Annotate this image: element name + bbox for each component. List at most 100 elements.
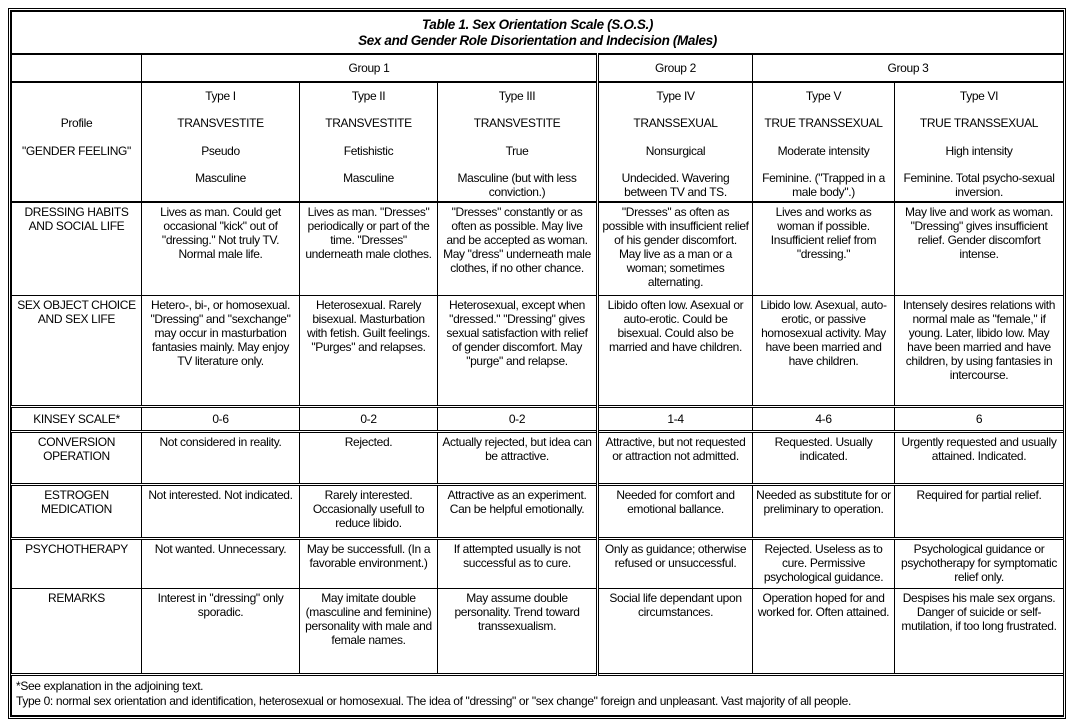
gender-feeling-value: Masculine (but with less conviction.) [457, 171, 577, 199]
type-name: Type III [498, 89, 536, 103]
table-cell: Attractive as an experiment. Can be help… [437, 482, 598, 539]
table-cell: 1-4 [596, 404, 753, 432]
table-cell: 0-2 [299, 404, 438, 432]
kind-value: Nonsurgical [645, 144, 706, 158]
profile-label-cell: Profile "GENDER FEELING" [11, 81, 142, 203]
profile-value: TRANSVESTITE [177, 116, 264, 130]
table-cell: Required for partial relief. [893, 482, 1065, 539]
table-cell: Operation hoped for and worked for. Ofte… [752, 587, 895, 675]
gender-feeling-value: Feminine. Total psycho-sexual inversion. [903, 171, 1055, 199]
gender-feeling-value: Undecided. Wavering between TV and TS. [621, 171, 730, 199]
table-cell: Social life dependant upon circumstances… [596, 587, 753, 675]
table-row: DRESSING HABITS AND SOCIAL LIFE Lives as … [11, 201, 1065, 296]
table-row: SEX OBJECT CHOICE AND SEX LIFE Hetero-, b… [11, 294, 1065, 407]
footnotes: *See explanation in the adjoining text. … [10, 672, 1065, 716]
row-label: PSYCHOTHERAPY [11, 536, 142, 589]
row-label: REMARKS [11, 587, 142, 675]
table-title: Table 1. Sex Orientation Scale (S.O.S.) … [10, 11, 1065, 55]
type-1-profile-cell: Type I TRANSVESTITE Pseudo Masculine [141, 81, 300, 203]
table-row: REMARKS Interest in "dressing" only spora… [11, 587, 1065, 675]
table-cell: Lives as man. Could get occasional "kick… [141, 201, 300, 296]
table-cell: If attempted usually is not successful a… [437, 536, 598, 589]
table-cell: Libido often low. Asexual or auto-erotic… [596, 294, 753, 407]
row-label: KINSEY SCALE* [11, 404, 142, 432]
type-5-profile-cell: Type V TRUE TRANSSEXUAL Moderate intensity… [752, 81, 895, 203]
type-name: Type IV [656, 89, 695, 103]
type-name: Type II [351, 89, 386, 103]
gender-feeling-value: Masculine [343, 171, 394, 185]
table-cell: "Dresses" as often as possible with insu… [596, 201, 753, 296]
empty-corner-cell [11, 53, 142, 83]
profile-label: Profile [60, 116, 93, 130]
kind-value: Fetishistic [343, 144, 394, 158]
table-cell: Lives and works as woman if possible. In… [752, 201, 895, 296]
table-row: KINSEY SCALE* 0-6 0-2 0-2 1-4 4-6 6 [11, 404, 1065, 432]
table-cell: 0-2 [437, 404, 598, 432]
type-4-profile-cell: Type IV TRANSSEXUAL Nonsurgical Undecided. … [596, 81, 753, 203]
table-cell: Heterosexual, except when "dressed." "Dr… [437, 294, 598, 407]
type-name: Type V [805, 89, 842, 103]
gender-feeling-value: Masculine [195, 171, 246, 185]
footnote-type-0: Type 0: normal sex orientation and ident… [16, 693, 851, 708]
type-name: Type I [205, 89, 236, 103]
table-cell: May assume double personality. Trend tow… [437, 587, 598, 675]
table-cell: Lives as man. "Dresses" periodically or … [299, 201, 438, 296]
group-1-header: Group 1 [141, 53, 598, 83]
table-cell: Interest in "dressing" only sporadic. [141, 587, 300, 675]
table-cell: Heterosexual. Rarely bisexual. Masturbat… [299, 294, 438, 407]
table-cell: May be successfull. (In a favorable envi… [299, 536, 438, 589]
table-cell: Not interested. Not indicated. [141, 482, 300, 539]
row-label: DRESSING HABITS AND SOCIAL LIFE [11, 201, 142, 296]
table-cell: 4-6 [752, 404, 895, 432]
group-2-header: Group 2 [596, 53, 753, 83]
profile-value: TRANSVESTITE [473, 116, 561, 130]
table-cell: Attractive, but not requested or attract… [596, 429, 753, 485]
table-cell: 6 [893, 404, 1065, 432]
table-cell: Intensely desires relations with normal … [893, 294, 1065, 407]
table-row: ESTROGEN MEDICATION Not interested. Not i… [11, 482, 1065, 539]
table-row: PSYCHOTHERAPY Not wanted. Unnecessary. May… [11, 536, 1065, 589]
table-cell: Despises his male sex organs. Danger of … [893, 587, 1065, 675]
table-cell: May imitate double (masculine and femini… [299, 587, 438, 675]
type-6-profile-cell: Type VI TRUE TRANSSEXUAL High intensity Fem… [893, 81, 1065, 203]
profile-value: TRANSSEXUAL [633, 116, 718, 130]
table-row: CONVERSION OPERATION Not considered in re… [11, 429, 1065, 485]
title-line-2: Sex and Gender Role Disorientation and I… [358, 33, 717, 48]
footnote-asterisk: *See explanation in the adjoining text. [16, 678, 204, 693]
type-2-profile-cell: Type II TRANSVESTITE Fetishistic Masculine [299, 81, 438, 203]
table-cell: Needed for comfort and emotional ballanc… [596, 482, 753, 539]
kind-value: High intensity [945, 144, 1013, 158]
table-cell: 0-6 [141, 404, 300, 432]
table-cell: Requested. Usually indicated. [752, 429, 895, 485]
table-cell: Psychological guidance or psychotherapy … [893, 536, 1065, 589]
gender-feeling-value: Feminine. ("Trapped in a male body".) [762, 171, 885, 199]
type-3-profile-cell: Type III TRANSVESTITE True Masculine (but w… [437, 81, 598, 203]
profile-row: Profile "GENDER FEELING" Type I TRANSVEST… [11, 81, 1065, 203]
kind-value: Pseudo [201, 144, 240, 158]
group-3-header: Group 3 [751, 53, 1065, 83]
type-name: Type VI [959, 89, 999, 103]
row-label: ESTROGEN MEDICATION [11, 482, 142, 539]
table-cell: Rarely interested. Occasionally usefull … [299, 482, 438, 539]
table-cell: Needed as substitute for or preliminary … [752, 482, 895, 539]
table-cell: Rejected. Useless as to cure. Permissive… [752, 536, 895, 589]
title-line-1: Table 1. Sex Orientation Scale (S.O.S.) [421, 17, 654, 32]
kind-value: Moderate intensity [777, 144, 870, 158]
row-label: CONVERSION OPERATION [11, 429, 142, 485]
profile-value: TRANSVESTITE [325, 116, 412, 130]
table-cell: Libido low. Asexual, auto-erotic, or pas… [752, 294, 895, 407]
table-cell: May live and work as woman. "Dressing" g… [893, 201, 1065, 296]
table-cell: Not wanted. Unnecessary. [141, 536, 300, 589]
table-cell: Rejected. [299, 429, 438, 485]
table-cell: Hetero-, bi-, or homosexual. "Dressing" … [141, 294, 300, 407]
table-cell: "Dresses" constantly or as often as poss… [437, 201, 598, 296]
table-cell: Only as guidance; otherwise refused or u… [596, 536, 753, 589]
table-cell: Urgently requested and usually attained.… [893, 429, 1065, 485]
profile-value: TRUE TRANSSEXUAL [919, 116, 1039, 130]
table-cell: Actually rejected, but idea can be attra… [437, 429, 598, 485]
table-cell: Not considered in reality. [141, 429, 300, 485]
sex-orientation-scale-table: Table 1. Sex Orientation Scale (S.O.S.) … [8, 8, 1066, 719]
profile-value: TRUE TRANSSEXUAL [764, 116, 883, 130]
gender-feeling-label: "GENDER FEELING" [22, 144, 131, 158]
kind-value: True [505, 144, 529, 158]
